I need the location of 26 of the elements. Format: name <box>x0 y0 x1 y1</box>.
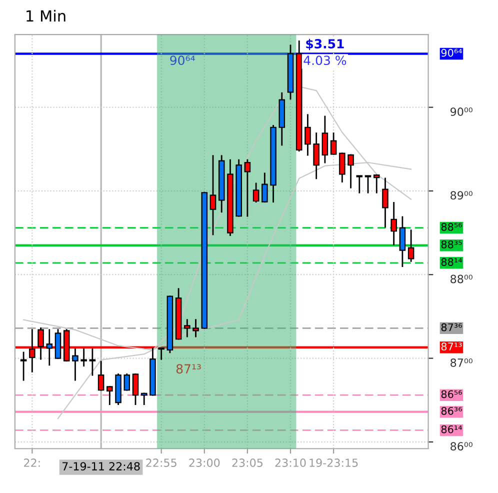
ref-line-label: 86¹⁴ <box>441 425 462 434</box>
x-tick-label: 23:10 <box>275 458 306 467</box>
ref-line-label: 90⁶⁴ <box>170 56 195 66</box>
ref-line-label: 87¹³ <box>441 342 462 350</box>
annotation: 87¹³ <box>176 364 201 374</box>
y-tick-label: 87⁰⁰ <box>450 358 472 367</box>
ref-line-label: 86⁵⁶ <box>441 390 462 398</box>
ref-line-label: 86³⁶ <box>441 406 462 415</box>
annotation: $3.51 <box>306 38 344 50</box>
ref-line-label: 88¹⁴ <box>441 258 462 266</box>
ref-line-label: 87³⁶ <box>441 323 462 332</box>
ref-line-label: 7-19-11 22:48 <box>62 462 140 470</box>
x-tick-label: 19-23:15 <box>310 458 358 467</box>
y-tick-label: 90⁰⁰ <box>450 107 472 116</box>
chart-title: 1 Min <box>26 10 66 22</box>
annotation: 4.03 % <box>304 56 346 66</box>
ref-line-label: 88⁵⁶ <box>441 222 462 231</box>
y-tick-label: 89⁰⁰ <box>450 191 472 200</box>
ref-line-label: 88³⁵ <box>441 240 462 248</box>
x-tick-label: 23:05 <box>232 458 262 467</box>
x-tick-label: 22: <box>24 458 40 467</box>
y-tick-label: 88⁰⁰ <box>450 274 472 284</box>
y-tick-label: 86⁰⁰ <box>450 442 472 451</box>
x-tick-label: 22:55 <box>146 458 176 467</box>
x-tick-label: 23:00 <box>189 458 220 467</box>
text: 90⁶⁴ <box>441 48 462 57</box>
